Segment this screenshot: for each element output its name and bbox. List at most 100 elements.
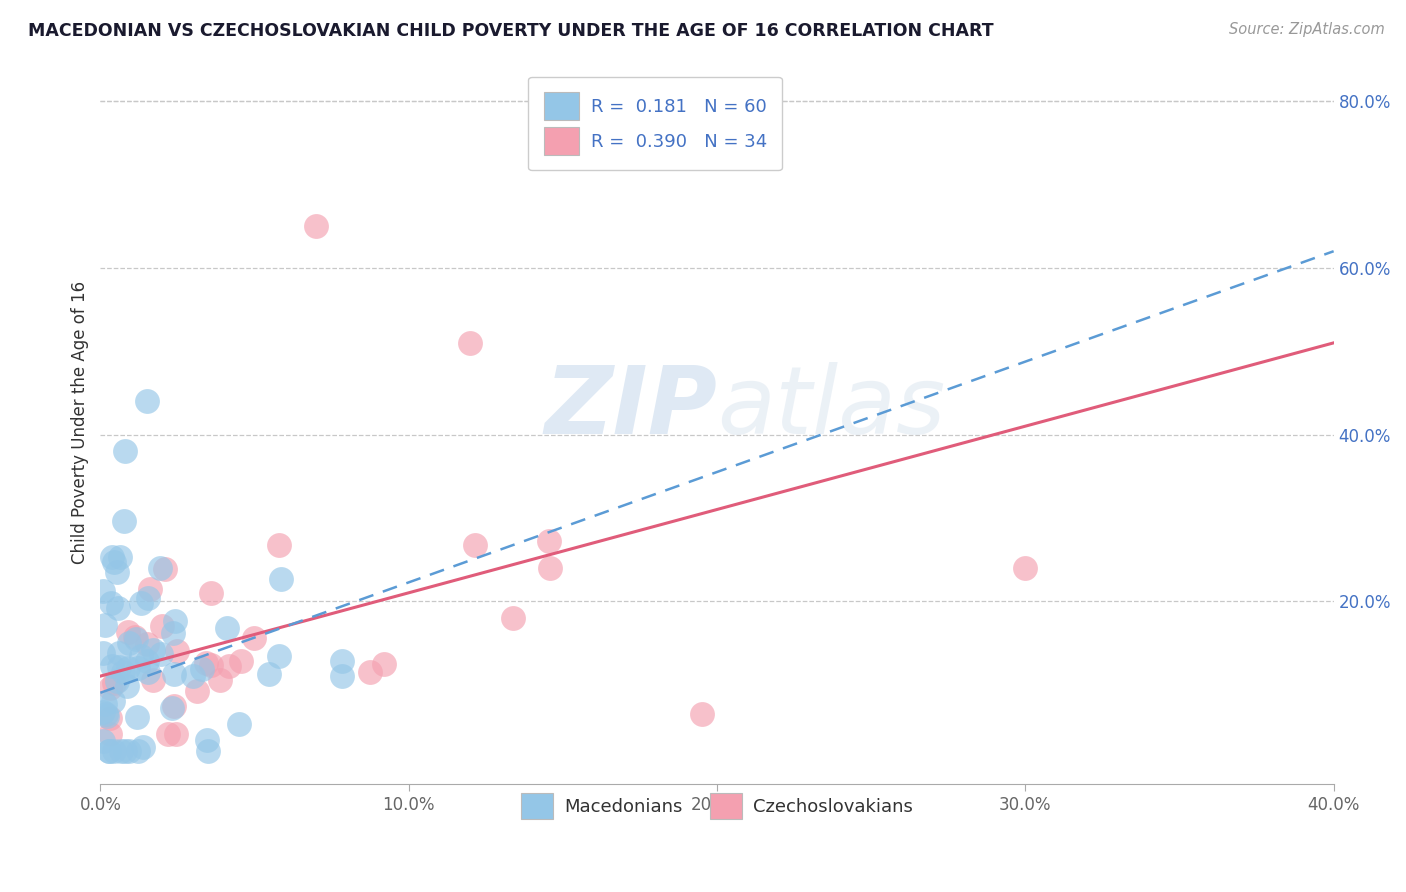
Point (257, 667, 280, 681)
Point (93, 705, 115, 719)
Point (115, 679, 138, 693)
Point (93, 583, 115, 598)
Point (243, 631, 266, 645)
Point (186, 684, 208, 698)
Point (108, 549, 131, 564)
Point (98, 711, 121, 725)
Point (359, 665, 381, 679)
Point (100, 659, 122, 673)
Point (98, 681, 121, 695)
Point (117, 661, 139, 675)
Point (197, 744, 219, 758)
Point (98, 727, 121, 741)
Point (538, 534, 561, 549)
Point (194, 656, 217, 670)
Point (96, 709, 118, 723)
Legend: Macedonians, Czechoslovakians: Macedonians, Czechoslovakians (513, 786, 920, 826)
Point (149, 561, 172, 575)
Point (125, 632, 148, 647)
Point (228, 717, 250, 731)
Text: atlas: atlas (717, 362, 945, 453)
Point (200, 657, 222, 672)
Point (103, 676, 125, 690)
Point (163, 614, 186, 628)
Point (538, 561, 561, 575)
Point (98, 744, 121, 758)
Point (107, 600, 129, 615)
Point (114, 444, 136, 458)
Point (200, 585, 222, 599)
Point (132, 740, 155, 755)
Point (103, 693, 125, 707)
Point (162, 666, 184, 681)
Point (150, 647, 173, 661)
Point (94, 707, 117, 722)
Point (138, 665, 160, 680)
Point (330, 654, 353, 668)
Text: MACEDONIAN VS CZECHOSLOVAKIAN CHILD POVERTY UNDER THE AGE OF 16 CORRELATION CHAR: MACEDONIAN VS CZECHOSLOVAKIAN CHILD POVE… (28, 22, 994, 40)
Point (93, 697, 115, 711)
Point (373, 657, 395, 672)
Point (136, 591, 159, 605)
Point (163, 698, 186, 713)
Point (267, 538, 290, 552)
Point (330, 669, 353, 683)
Point (218, 658, 240, 673)
Point (103, 555, 125, 569)
Point (118, 744, 141, 758)
Point (1014, 561, 1036, 575)
Point (97, 744, 120, 758)
Point (127, 661, 149, 675)
Point (155, 562, 177, 576)
Point (107, 646, 129, 660)
Point (131, 595, 153, 609)
Point (142, 643, 165, 657)
Point (270, 572, 292, 586)
Point (195, 733, 218, 747)
Point (229, 654, 252, 668)
Point (136, 654, 159, 668)
Point (93, 733, 115, 747)
Point (142, 673, 165, 688)
Point (502, 611, 524, 625)
Point (460, 335, 482, 350)
Y-axis label: Child Poverty Under the Age of 16: Child Poverty Under the Age of 16 (72, 280, 89, 564)
Point (135, 394, 157, 409)
Point (93, 646, 115, 660)
Point (191, 662, 214, 676)
Point (267, 648, 290, 663)
Point (165, 727, 187, 741)
Point (181, 669, 204, 683)
Point (157, 727, 180, 741)
Point (101, 549, 124, 564)
Point (305, 219, 328, 234)
Point (464, 538, 486, 552)
Point (108, 660, 131, 674)
Point (124, 630, 146, 644)
Point (160, 701, 183, 715)
Point (135, 637, 157, 651)
Point (209, 673, 232, 687)
Point (112, 665, 135, 679)
Text: ZIP: ZIP (544, 361, 717, 453)
Text: Source: ZipAtlas.com: Source: ZipAtlas.com (1229, 22, 1385, 37)
Point (127, 744, 149, 758)
Point (103, 744, 125, 758)
Point (100, 596, 122, 610)
Point (117, 624, 139, 639)
Point (93, 618, 115, 632)
Point (162, 626, 184, 640)
Point (150, 618, 173, 632)
Point (690, 706, 713, 721)
Point (110, 744, 132, 758)
Point (217, 621, 239, 635)
Point (127, 710, 149, 724)
Point (138, 582, 160, 596)
Point (129, 648, 152, 663)
Point (105, 565, 128, 579)
Point (166, 643, 188, 657)
Point (105, 674, 128, 689)
Point (114, 744, 136, 758)
Point (118, 636, 141, 650)
Point (112, 515, 135, 529)
